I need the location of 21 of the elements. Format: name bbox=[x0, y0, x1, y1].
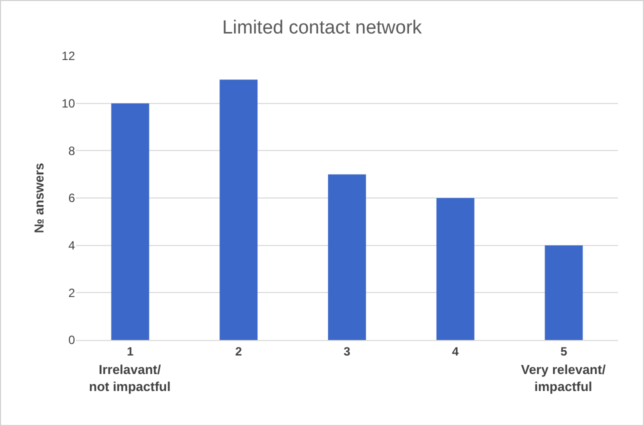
bar bbox=[436, 198, 474, 340]
y-tick-label: 12 bbox=[62, 49, 76, 64]
chart-title: Limited contact network bbox=[222, 17, 422, 38]
x-tick-label: 4 bbox=[452, 344, 460, 358]
y-tick-label: 2 bbox=[68, 286, 76, 300]
y-tick-label: 6 bbox=[68, 191, 76, 206]
y-tick-label: 0 bbox=[68, 333, 76, 348]
bar bbox=[328, 174, 366, 340]
text: Irrelavant/ not impactful bbox=[89, 362, 171, 394]
y-tick-label: 8 bbox=[68, 144, 76, 158]
bar bbox=[220, 80, 258, 340]
x-tick-label: 3 bbox=[344, 344, 351, 358]
x-tick-label: 1 bbox=[126, 344, 134, 358]
x-tick-label: 5 bbox=[560, 344, 568, 358]
bar bbox=[111, 103, 150, 340]
y-axis-title: № answers bbox=[32, 162, 47, 234]
text: Very relevant/ impactful bbox=[521, 362, 606, 394]
x-tick-label: 2 bbox=[235, 344, 242, 358]
y-tick-label: 4 bbox=[68, 238, 76, 253]
y-tick-label: 10 bbox=[62, 96, 76, 111]
bar bbox=[544, 245, 583, 340]
